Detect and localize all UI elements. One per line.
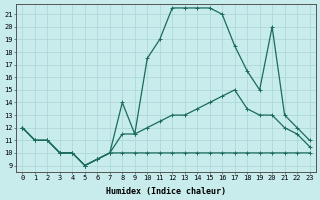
X-axis label: Humidex (Indice chaleur): Humidex (Indice chaleur): [106, 187, 226, 196]
